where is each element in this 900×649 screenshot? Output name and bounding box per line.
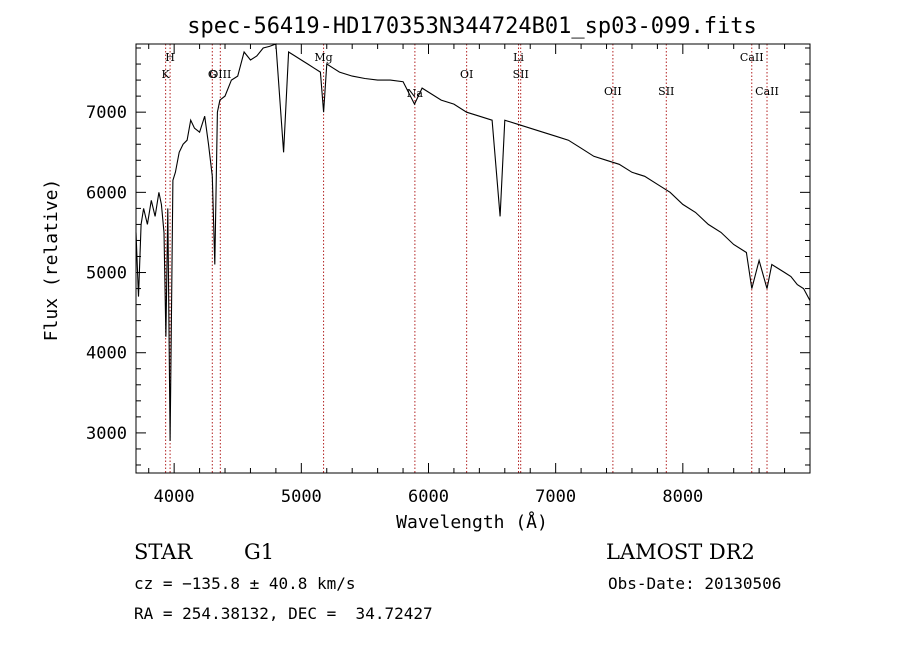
y-axis-label: Flux (relative): [41, 179, 62, 342]
plot-frame: [135, 43, 811, 474]
x-tick-label: 4000: [154, 487, 195, 507]
y-tick-label: 4000: [86, 344, 127, 364]
spectral-line-label: SII: [513, 68, 529, 81]
spectral-line-label: OII: [604, 85, 622, 98]
spectral-line-label: OIII: [209, 68, 231, 81]
y-tick-label: 7000: [86, 103, 127, 123]
spectral-line-label: Mg: [314, 51, 332, 64]
x-axis-label: Wavelength (Å): [396, 511, 548, 533]
spectral-line-label: G: [208, 68, 217, 81]
y-tick-label: 3000: [86, 424, 127, 444]
x-tick-label: 8000: [662, 487, 703, 507]
x-axis-ticks: 4000 5000 6000 7000 8000: [148, 44, 811, 507]
chart-title: spec-56419-HD170353N344724B01_sp03-099.f…: [187, 14, 757, 39]
object-subclass: G1: [244, 540, 275, 564]
object-class: STAR: [134, 540, 193, 564]
spectral-line-label: SII: [658, 85, 674, 98]
spectral-line-label: OI: [460, 68, 473, 81]
spectral-line-label: K: [162, 68, 171, 81]
spectral-line-label: H: [165, 51, 175, 64]
redshift-cz: cz = −135.8 ± 40.8 km/s: [134, 574, 356, 593]
x-tick-label: 5000: [281, 487, 322, 507]
x-tick-label: 6000: [408, 487, 449, 507]
x-tick-label: 7000: [535, 487, 576, 507]
observation-date: Obs-Date: 20130506: [608, 574, 782, 593]
y-tick-label: 5000: [86, 264, 127, 284]
y-axis-ticks: 3000 4000 5000 6000 7000: [86, 47, 810, 466]
survey-name: LAMOST DR2: [606, 540, 755, 564]
y-tick-label: 6000: [86, 183, 127, 203]
spectral-line-label: CaII: [740, 51, 764, 64]
ra-dec: RA = 254.38132, DEC = 34.72427: [134, 604, 433, 623]
spectrum-line: [135, 43, 811, 441]
spectral-line-label: CaII: [755, 85, 779, 98]
spectral-line-label: Li: [513, 51, 524, 64]
